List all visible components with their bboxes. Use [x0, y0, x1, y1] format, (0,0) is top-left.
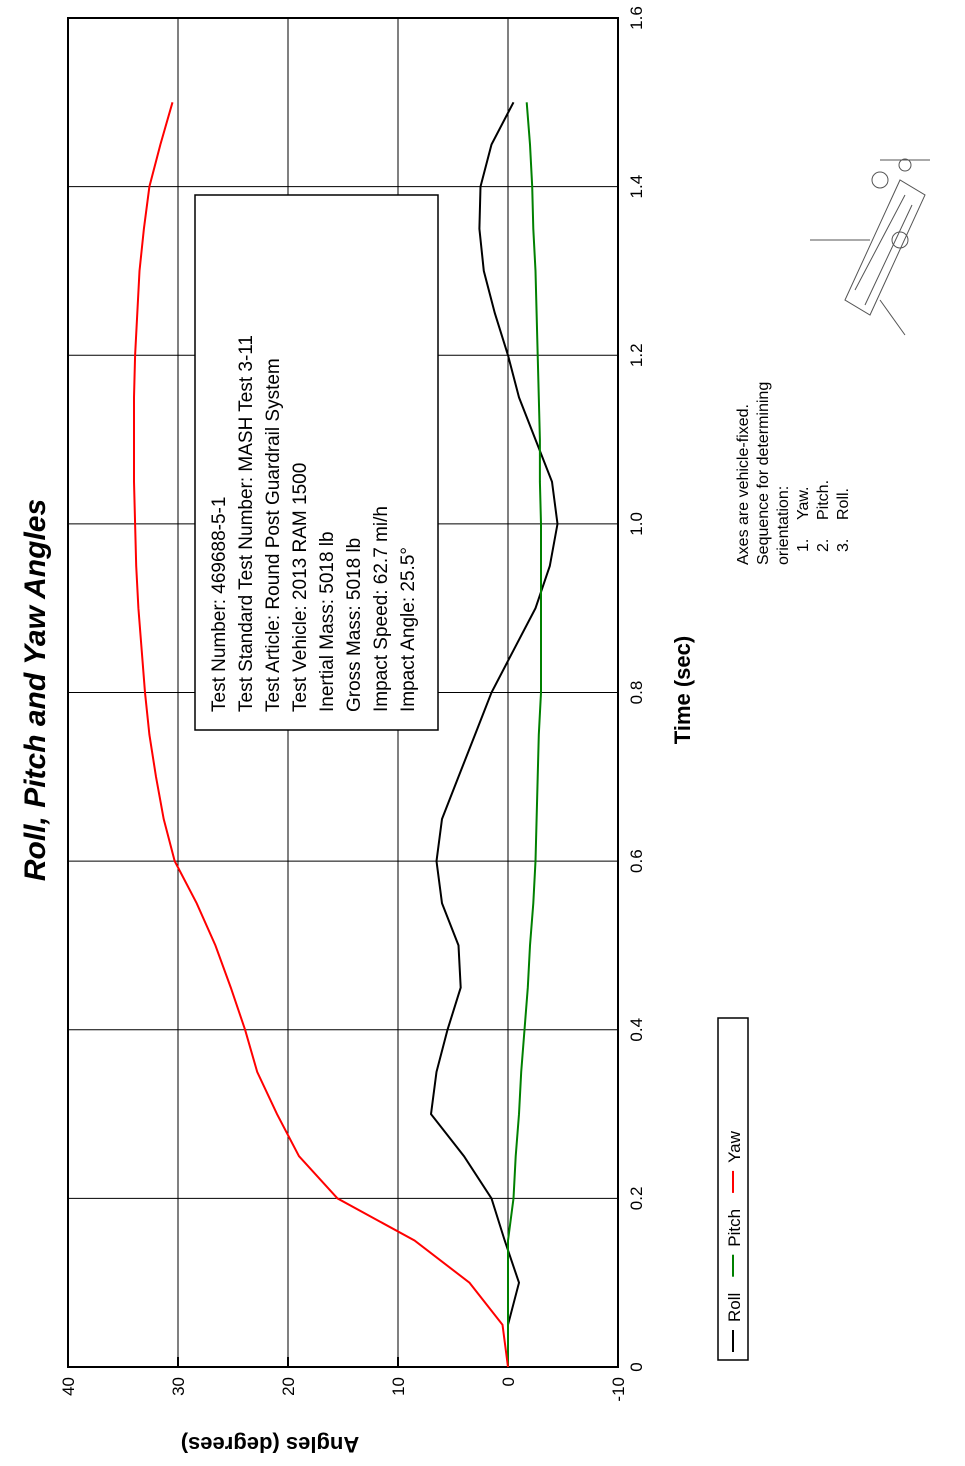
info-line: Test Article: Round Post Guardrail Syste…: [263, 358, 284, 712]
legend-label: Roll: [725, 1293, 744, 1322]
note-line: orientation:: [775, 486, 792, 565]
vehicle-diagram: [810, 158, 930, 336]
x-tick-label: 0.2: [627, 1187, 646, 1211]
sequence-item: Roll.: [835, 488, 852, 520]
sequence-number: 1.: [795, 539, 812, 552]
note-line: Axes are vehicle-fixed.: [735, 404, 752, 565]
legend-label: Yaw: [725, 1130, 744, 1163]
info-line: Gross Mass: 5018 lb: [344, 538, 365, 712]
x-tick-label: 1.2: [627, 343, 646, 367]
info-box: [194, 194, 439, 731]
series-line: [133, 102, 509, 1368]
series-line: [507, 102, 542, 1367]
sequence-item: Yaw.: [795, 487, 812, 521]
y-tick-label: 20: [279, 1377, 298, 1396]
info-line: Impact Angle: 25.5°: [398, 547, 419, 712]
info-line: Test Standard Test Number: MASH Test 3-1…: [236, 335, 257, 712]
info-line: Impact Speed: 62.7 mi/h: [371, 506, 392, 712]
series-line: [429, 101, 559, 1367]
x-tick-label: 1.4: [627, 175, 646, 199]
sequence-item: Pitch.: [815, 480, 832, 520]
sequence-number: 3.: [835, 539, 852, 552]
x-tick-label: 0.8: [627, 681, 646, 705]
chart-title: Roll, Pitch and Yaw Angles: [19, 499, 52, 881]
y-tick-label: 10: [389, 1377, 408, 1396]
sequence-number: 2.: [815, 539, 832, 552]
y-tick-label: -10: [609, 1377, 628, 1402]
note-line: Sequence for determining: [755, 382, 772, 565]
y-tick-label: 0: [499, 1377, 518, 1386]
x-tick-label: 0: [627, 1362, 646, 1371]
x-tick-label: 1.0: [627, 512, 646, 536]
y-axis-label: Angles (degrees): [181, 1432, 360, 1457]
x-tick-label: 0.4: [627, 1018, 646, 1042]
info-line: Test Number: 469688-5-1: [209, 497, 230, 712]
info-line: Test Vehicle: 2013 RAM 1500: [290, 463, 311, 712]
info-line: Inertial Mass: 5018 lb: [317, 531, 338, 712]
y-tick-label: 30: [169, 1377, 188, 1396]
legend-label: Pitch: [725, 1209, 744, 1247]
y-tick-label: 40: [59, 1377, 78, 1396]
x-axis-label: Time (sec): [670, 636, 695, 744]
x-tick-label: 0.6: [627, 849, 646, 873]
x-tick-label: 1.6: [627, 6, 646, 30]
